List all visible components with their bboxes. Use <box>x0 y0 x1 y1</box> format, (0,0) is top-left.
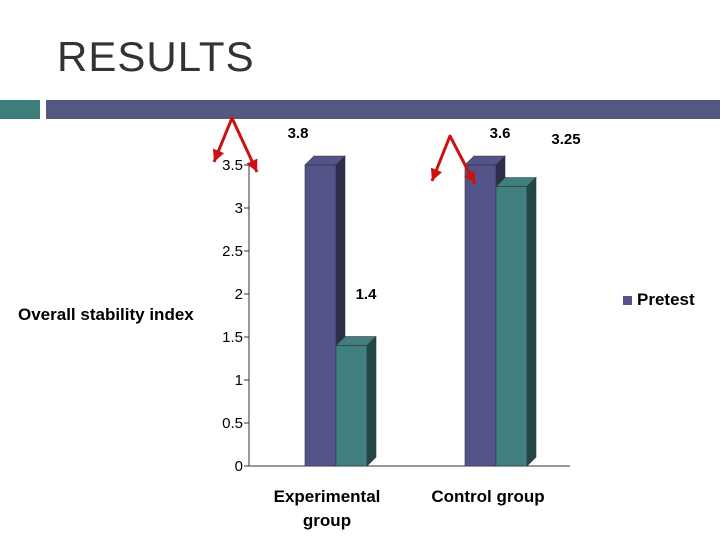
data-label: 1.4 <box>356 286 378 303</box>
legend: Pretest <box>623 290 695 310</box>
x-category-label: group <box>303 511 351 530</box>
y-tick-label: 3.5 <box>222 157 243 174</box>
bar <box>335 345 368 467</box>
legend-swatch-pretest <box>623 295 632 305</box>
y-tick-label: 2.5 <box>222 243 243 260</box>
y-tick-label: 0 <box>235 458 243 475</box>
x-category-label: Experimental <box>274 487 381 506</box>
annotation-arrow-head <box>430 167 443 181</box>
y-tick-label: 2 <box>235 286 243 303</box>
accent-bar <box>46 100 720 119</box>
page-title: RESULTS <box>57 33 255 80</box>
y-tick-label: 1 <box>235 372 243 389</box>
x-category-label: Control group <box>431 487 544 506</box>
accent-block <box>0 100 40 119</box>
legend-label-pretest: Pretest <box>637 290 695 309</box>
bar <box>464 164 497 467</box>
y-axis-label: Overall stability index <box>18 305 194 324</box>
data-label: 3.25 <box>551 131 580 148</box>
annotation-arrow <box>430 134 477 185</box>
y-tick-label: 3 <box>235 200 243 217</box>
y-tick-label: 0.5 <box>222 415 243 432</box>
bar <box>304 164 337 467</box>
bar <box>495 186 528 467</box>
annotation-arrow-head <box>464 170 475 184</box>
bar-side <box>366 335 377 467</box>
annotation-arrow-head <box>212 148 225 162</box>
annotation-arrow <box>212 116 259 173</box>
annotation-arrow-head <box>246 158 258 172</box>
data-label: 3.6 <box>490 125 511 142</box>
data-label: 3.8 <box>288 125 309 142</box>
bar-side <box>526 176 537 467</box>
y-tick-label: 1.5 <box>222 329 243 346</box>
